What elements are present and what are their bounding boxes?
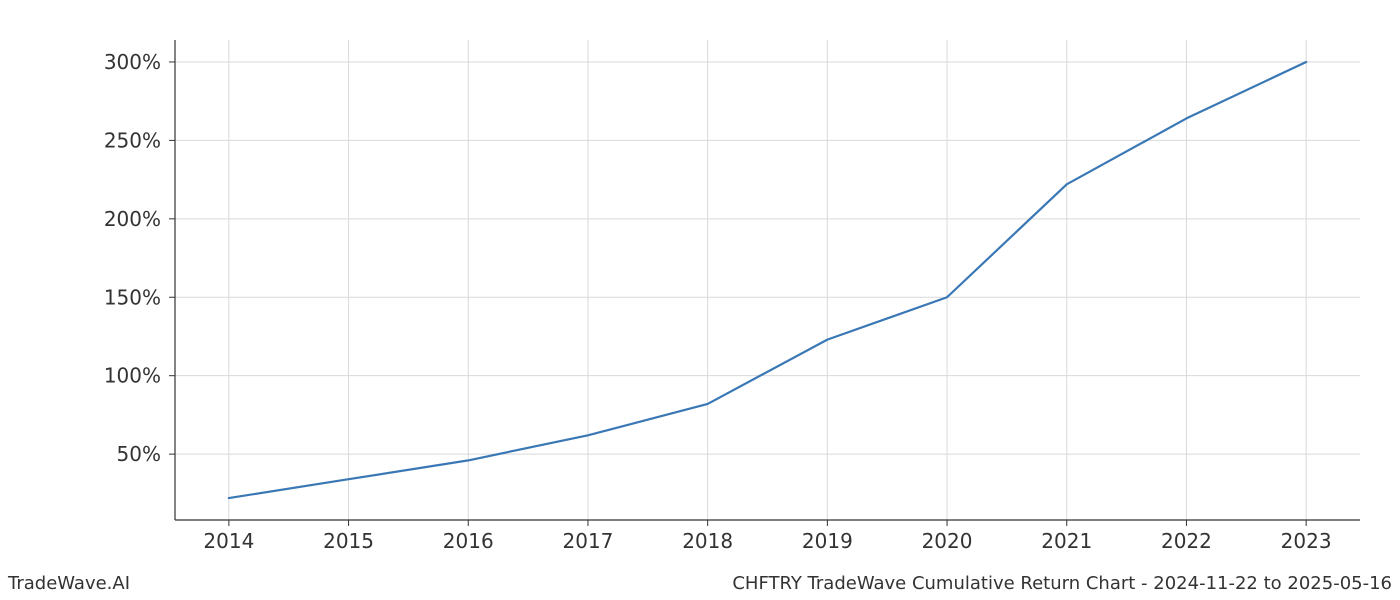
x-tick-label: 2020 [922, 529, 973, 553]
y-tick-label: 50% [117, 442, 161, 466]
chart-container: 2014 2015 2016 2017 2018 2019 2020 2021 2022 2023… [0, 0, 1400, 600]
y-tick-label: 150% [104, 285, 161, 309]
x-tick-label: 2021 [1041, 529, 1092, 553]
x-tick-label: 2017 [563, 529, 614, 553]
x-tick-label: 2022 [1161, 529, 1212, 553]
line-chart: 2014 2015 2016 2017 2018 2019 2020 2021 2022 2023… [0, 0, 1400, 600]
y-tick-label: 100% [104, 364, 161, 388]
data-line [229, 62, 1306, 498]
footer-left-text: TradeWave.AI [8, 573, 130, 594]
x-tick-label: 2023 [1281, 529, 1332, 553]
x-tick-label: 2014 [203, 529, 254, 553]
y-tick-label: 200% [104, 207, 161, 231]
x-tick-label: 2019 [802, 529, 853, 553]
footer-right-text: CHFTRY TradeWave Cumulative Return Chart… [732, 573, 1392, 594]
x-tick-label: 2015 [323, 529, 374, 553]
y-tick-label: 300% [104, 50, 161, 74]
x-tick-label: 2016 [443, 529, 494, 553]
y-tick-label: 250% [104, 128, 161, 152]
x-tick-label: 2018 [682, 529, 733, 553]
